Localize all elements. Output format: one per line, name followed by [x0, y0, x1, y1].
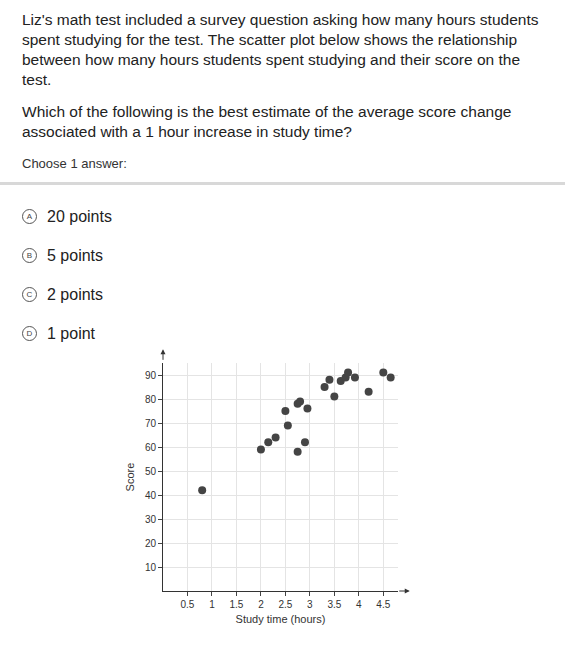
- svg-text:4.5: 4.5: [376, 599, 390, 610]
- svg-text:3.5: 3.5: [327, 599, 341, 610]
- html-text:5 points: 5 points: [47, 246, 103, 264]
- svg-text:30: 30: [145, 514, 157, 525]
- svg-text:60: 60: [145, 442, 157, 453]
- html-text:B: B: [26, 250, 33, 260]
- html-text:D: D: [26, 328, 33, 338]
- svg-text:10: 10: [145, 562, 157, 573]
- html-text:1 point: 1 point: [47, 324, 95, 342]
- svg-text:0.5: 0.5: [181, 599, 195, 610]
- svg-text:Score: Score: [124, 463, 136, 492]
- html-text:20 points: 20 points: [47, 207, 112, 225]
- html-text:A: A: [26, 211, 33, 221]
- svg-text:4: 4: [356, 599, 362, 610]
- svg-text:1.5: 1.5: [229, 599, 243, 610]
- svg-text:40: 40: [145, 490, 157, 501]
- svg-text:70: 70: [145, 418, 157, 429]
- html-text:Liz's math test included a sur: Liz's math test included a survey questi…: [22, 11, 539, 88]
- html-text:Choose 1 answer:: Choose 1 answer:: [22, 156, 127, 171]
- svg-text:2: 2: [258, 599, 264, 610]
- svg-text:Study time (hours): Study time (hours): [236, 613, 326, 625]
- html-text:C: C: [26, 289, 33, 299]
- svg-text:20: 20: [145, 538, 157, 549]
- svg-text:2.5: 2.5: [278, 599, 292, 610]
- svg-text:1: 1: [209, 599, 215, 610]
- html-text:2 points: 2 points: [47, 285, 103, 303]
- svg-text:90: 90: [145, 370, 157, 381]
- svg-text:3: 3: [307, 599, 313, 610]
- svg-text:50: 50: [145, 466, 157, 477]
- html-text:Which of the following is the: Which of the following is the best estim…: [22, 103, 512, 140]
- svg-text:80: 80: [145, 394, 157, 405]
